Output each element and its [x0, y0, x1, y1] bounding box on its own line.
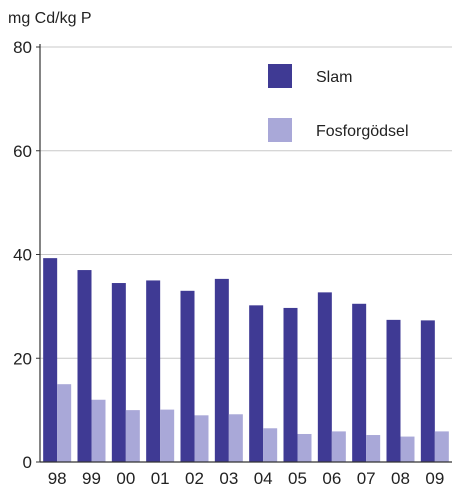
- x-tick-label: 00: [116, 469, 135, 486]
- legend-label: Fosforgödsel: [316, 123, 409, 140]
- bar-fosforg-dsel-03: [228, 414, 243, 462]
- x-tick-label: 06: [322, 469, 341, 486]
- x-tick-label: 01: [151, 469, 170, 486]
- y-tick-label: 60: [13, 142, 32, 161]
- bar-fosforg-dsel-99: [91, 399, 106, 462]
- x-tick-label: 99: [82, 469, 101, 486]
- bar-slam-09: [420, 320, 435, 462]
- x-tick-label: 98: [48, 469, 67, 486]
- bar-fosforg-dsel-98: [57, 384, 72, 462]
- bar-slam-07: [352, 303, 367, 462]
- bar-fosforg-dsel-08: [400, 436, 415, 462]
- x-tick-label: 09: [425, 469, 444, 486]
- bar-fosforg-dsel-04: [263, 428, 278, 462]
- bar-slam-00: [111, 283, 126, 462]
- x-tick-label: 07: [357, 469, 376, 486]
- legend-label: Slam: [316, 69, 352, 86]
- legend-swatch: [268, 64, 292, 88]
- bar-fosforg-dsel-00: [125, 410, 140, 462]
- y-axis-unit-label: mg Cd/kg P: [8, 10, 92, 27]
- bar-slam-02: [180, 290, 195, 462]
- y-tick-label: 20: [13, 349, 32, 368]
- x-tick-label: 05: [288, 469, 307, 486]
- x-tick-label: 08: [391, 469, 410, 486]
- x-tick-label: 03: [219, 469, 238, 486]
- y-tick-label: 80: [13, 38, 32, 57]
- bar-slam-99: [77, 270, 92, 462]
- y-tick-label: 40: [13, 246, 32, 265]
- bar-slam-05: [283, 307, 298, 462]
- bar-slam-08: [386, 319, 401, 462]
- bar-slam-01: [146, 280, 161, 462]
- legend-swatch: [268, 118, 292, 142]
- bar-fosforg-dsel-09: [434, 431, 449, 462]
- bar-fosforg-dsel-06: [331, 431, 346, 462]
- bar-fosforg-dsel-05: [297, 433, 312, 462]
- bar-slam-03: [214, 278, 229, 462]
- x-tick-label: 02: [185, 469, 204, 486]
- bar-slam-04: [249, 305, 264, 462]
- y-tick-label: 0: [23, 453, 32, 472]
- bar-fosforg-dsel-02: [194, 415, 209, 462]
- bar-slam-06: [317, 292, 332, 462]
- bar-fosforg-dsel-01: [160, 409, 175, 462]
- x-tick-label: 04: [254, 469, 273, 486]
- bar-fosforg-dsel-07: [366, 435, 381, 462]
- bar-slam-98: [43, 258, 58, 462]
